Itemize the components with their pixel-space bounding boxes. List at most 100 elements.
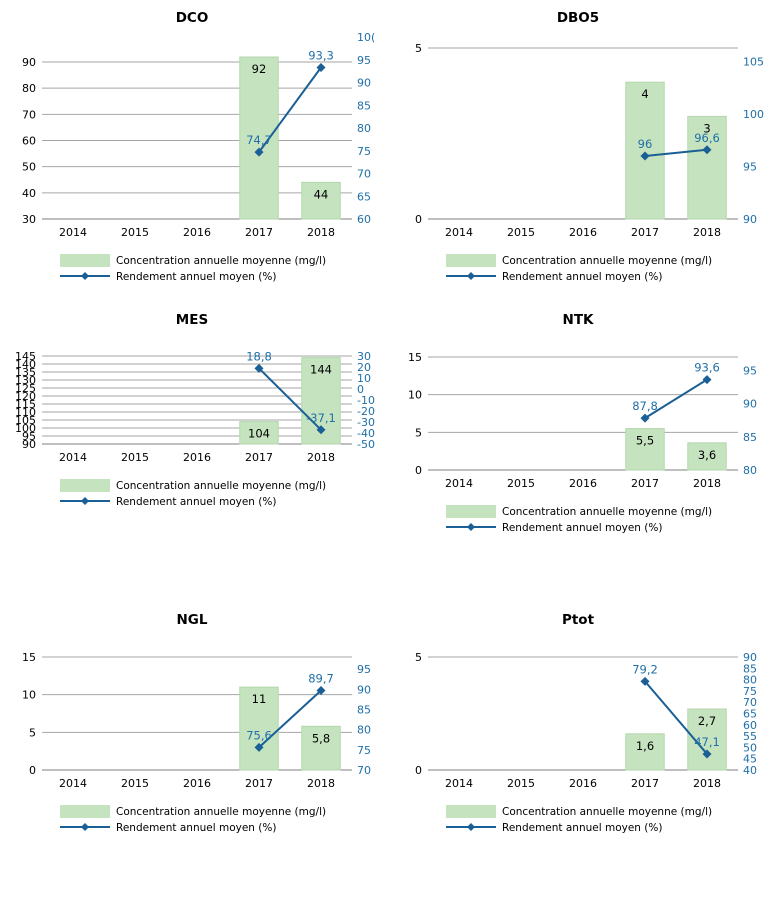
- bar-value-label: 104: [248, 427, 270, 441]
- legend-line-marker: [467, 523, 475, 531]
- y2-tick-label: 70: [743, 696, 757, 709]
- x-tick-label: 2016: [569, 226, 597, 239]
- bar-value-label: 4: [641, 87, 648, 101]
- chart-title: NGL: [177, 612, 208, 628]
- x-tick-label: 2018: [693, 226, 721, 239]
- x-tick-label: 2014: [445, 777, 473, 790]
- y2-tick-label: 95: [743, 364, 757, 377]
- y2-tick-label: 85: [357, 99, 371, 112]
- line-marker: [702, 375, 712, 385]
- legend-bar-label: Concentration annuelle moyenne (mg/l): [116, 806, 326, 818]
- bar: [301, 725, 341, 771]
- bar: [239, 421, 279, 445]
- chart-title: Ptot: [562, 612, 595, 628]
- legend-bar-label: Concentration annuelle moyenne (mg/l): [116, 255, 326, 267]
- chart-panel-ntk: NTK 0 5 10 15 80 85 90 95 2014 2015 2016 2017 2018 5,5…: [386, 302, 772, 602]
- y-tick-label: 95: [22, 430, 36, 443]
- line-value-label: 47,1: [694, 735, 720, 749]
- chart-title: DCO: [176, 10, 209, 26]
- chart-svg: NGL 0 5 10 15 70 75 80 85 90 95 2014 2015 2016 2017 201…: [22, 612, 371, 834]
- chart-svg: MES9095100105110115120125130135140145-50…: [15, 312, 375, 508]
- y2-tick-label: 90: [743, 398, 757, 411]
- y-tick-label: 5: [415, 426, 422, 439]
- bar-value-label: 11: [252, 692, 267, 706]
- bar: [301, 181, 341, 220]
- y-tick-label: 100: [15, 422, 36, 435]
- x-tick-label: 2015: [507, 777, 535, 790]
- y-tick-label: 80: [22, 82, 36, 95]
- bar: [239, 56, 279, 220]
- y2-tick-label: 70: [357, 168, 371, 181]
- chart-panel-dbo5: DBO5 0 5 90 95 100 105 2014 2015 2016 2017 2018 4 3 96…: [386, 0, 772, 300]
- y-tick-label: 15: [22, 651, 36, 664]
- x-tick-label: 2018: [307, 226, 335, 239]
- legend-bar-swatch: [446, 805, 496, 818]
- x-tick-label: 2016: [183, 226, 211, 239]
- line-marker: [316, 425, 326, 435]
- y2-tick-label: 100: [743, 108, 764, 121]
- bar: [625, 428, 665, 471]
- legend-bar-swatch: [446, 254, 496, 267]
- y2-tick-label: 85: [357, 703, 371, 716]
- line-value-label: 87,8: [632, 399, 658, 413]
- x-tick-label: 2018: [693, 477, 721, 490]
- y2-tick-label: 90: [743, 213, 757, 226]
- y2-tick-label: -50: [357, 438, 375, 451]
- y-tick-label: 60: [22, 135, 36, 148]
- y-tick-label: 135: [15, 366, 36, 379]
- x-tick-label: 2017: [245, 226, 273, 239]
- series-line: [258, 367, 322, 431]
- x-tick-label: 2018: [693, 777, 721, 790]
- legend-line-label: Rendement annuel moyen (%): [502, 822, 662, 834]
- x-tick-label: 2015: [121, 777, 149, 790]
- line-value-label: 89,7: [308, 671, 334, 685]
- y2-tick-label: -10: [357, 394, 375, 407]
- bar-value-label: 3,6: [698, 448, 716, 462]
- chart-panel-mes: MES 90 95 100 105 110 115 120 125 130 135 140 145 -50…: [0, 302, 386, 602]
- bar-value-label: 3: [703, 121, 710, 135]
- legend-line-label: Rendement annuel moyen (%): [502, 522, 662, 534]
- legend-line-marker: [467, 272, 475, 280]
- y-tick-label: 130: [15, 374, 36, 387]
- y-tick-label: 120: [15, 390, 36, 403]
- x-tick-label: 2016: [569, 777, 597, 790]
- y2-tick-label: 55: [743, 730, 757, 743]
- line-marker: [254, 363, 264, 373]
- line-marker: [316, 62, 326, 72]
- line-value-label: 75,6: [246, 728, 272, 742]
- x-tick-label: 2014: [59, 226, 87, 239]
- y-tick-label: 0: [415, 213, 422, 226]
- y2-tick-label: -40: [357, 427, 375, 440]
- y2-tick-label: 70: [357, 764, 371, 777]
- y-tick-label: 30: [22, 213, 36, 226]
- y-tick-label: 70: [22, 108, 36, 121]
- legend-line-marker: [81, 272, 89, 280]
- legend-line-label: Rendement annuel moyen (%): [116, 822, 276, 834]
- bar-value-label: 92: [252, 62, 267, 76]
- legend-bar-swatch: [60, 254, 110, 267]
- series-line: [258, 689, 322, 749]
- y2-tick-label: 95: [357, 54, 371, 67]
- legend-line-label: Rendement annuel moyen (%): [116, 271, 276, 283]
- y2-tick-label: 95: [743, 161, 757, 174]
- series-line: [644, 680, 708, 755]
- bar: [625, 81, 665, 220]
- x-tick-label: 2015: [507, 226, 535, 239]
- line-marker: [254, 147, 264, 157]
- x-tick-label: 2018: [307, 451, 335, 464]
- y2-tick-label: -30: [357, 416, 375, 429]
- y2-tick-label: 90: [357, 77, 371, 90]
- legend-bar-swatch: [60, 805, 110, 818]
- bar-value-label: 2,7: [698, 714, 716, 728]
- y2-tick-label: 105: [743, 56, 764, 69]
- y2-tick-label: 85: [743, 662, 757, 675]
- legend-bar-label: Concentration annuelle moyenne (mg/l): [502, 806, 712, 818]
- y-tick-label: 110: [15, 406, 36, 419]
- x-tick-label: 2015: [121, 226, 149, 239]
- legend-line-label: Rendement annuel moyen (%): [116, 496, 276, 508]
- bar-value-label: 5,5: [636, 434, 654, 448]
- legend-bar-swatch: [446, 505, 496, 518]
- y-tick-label: 140: [15, 358, 36, 371]
